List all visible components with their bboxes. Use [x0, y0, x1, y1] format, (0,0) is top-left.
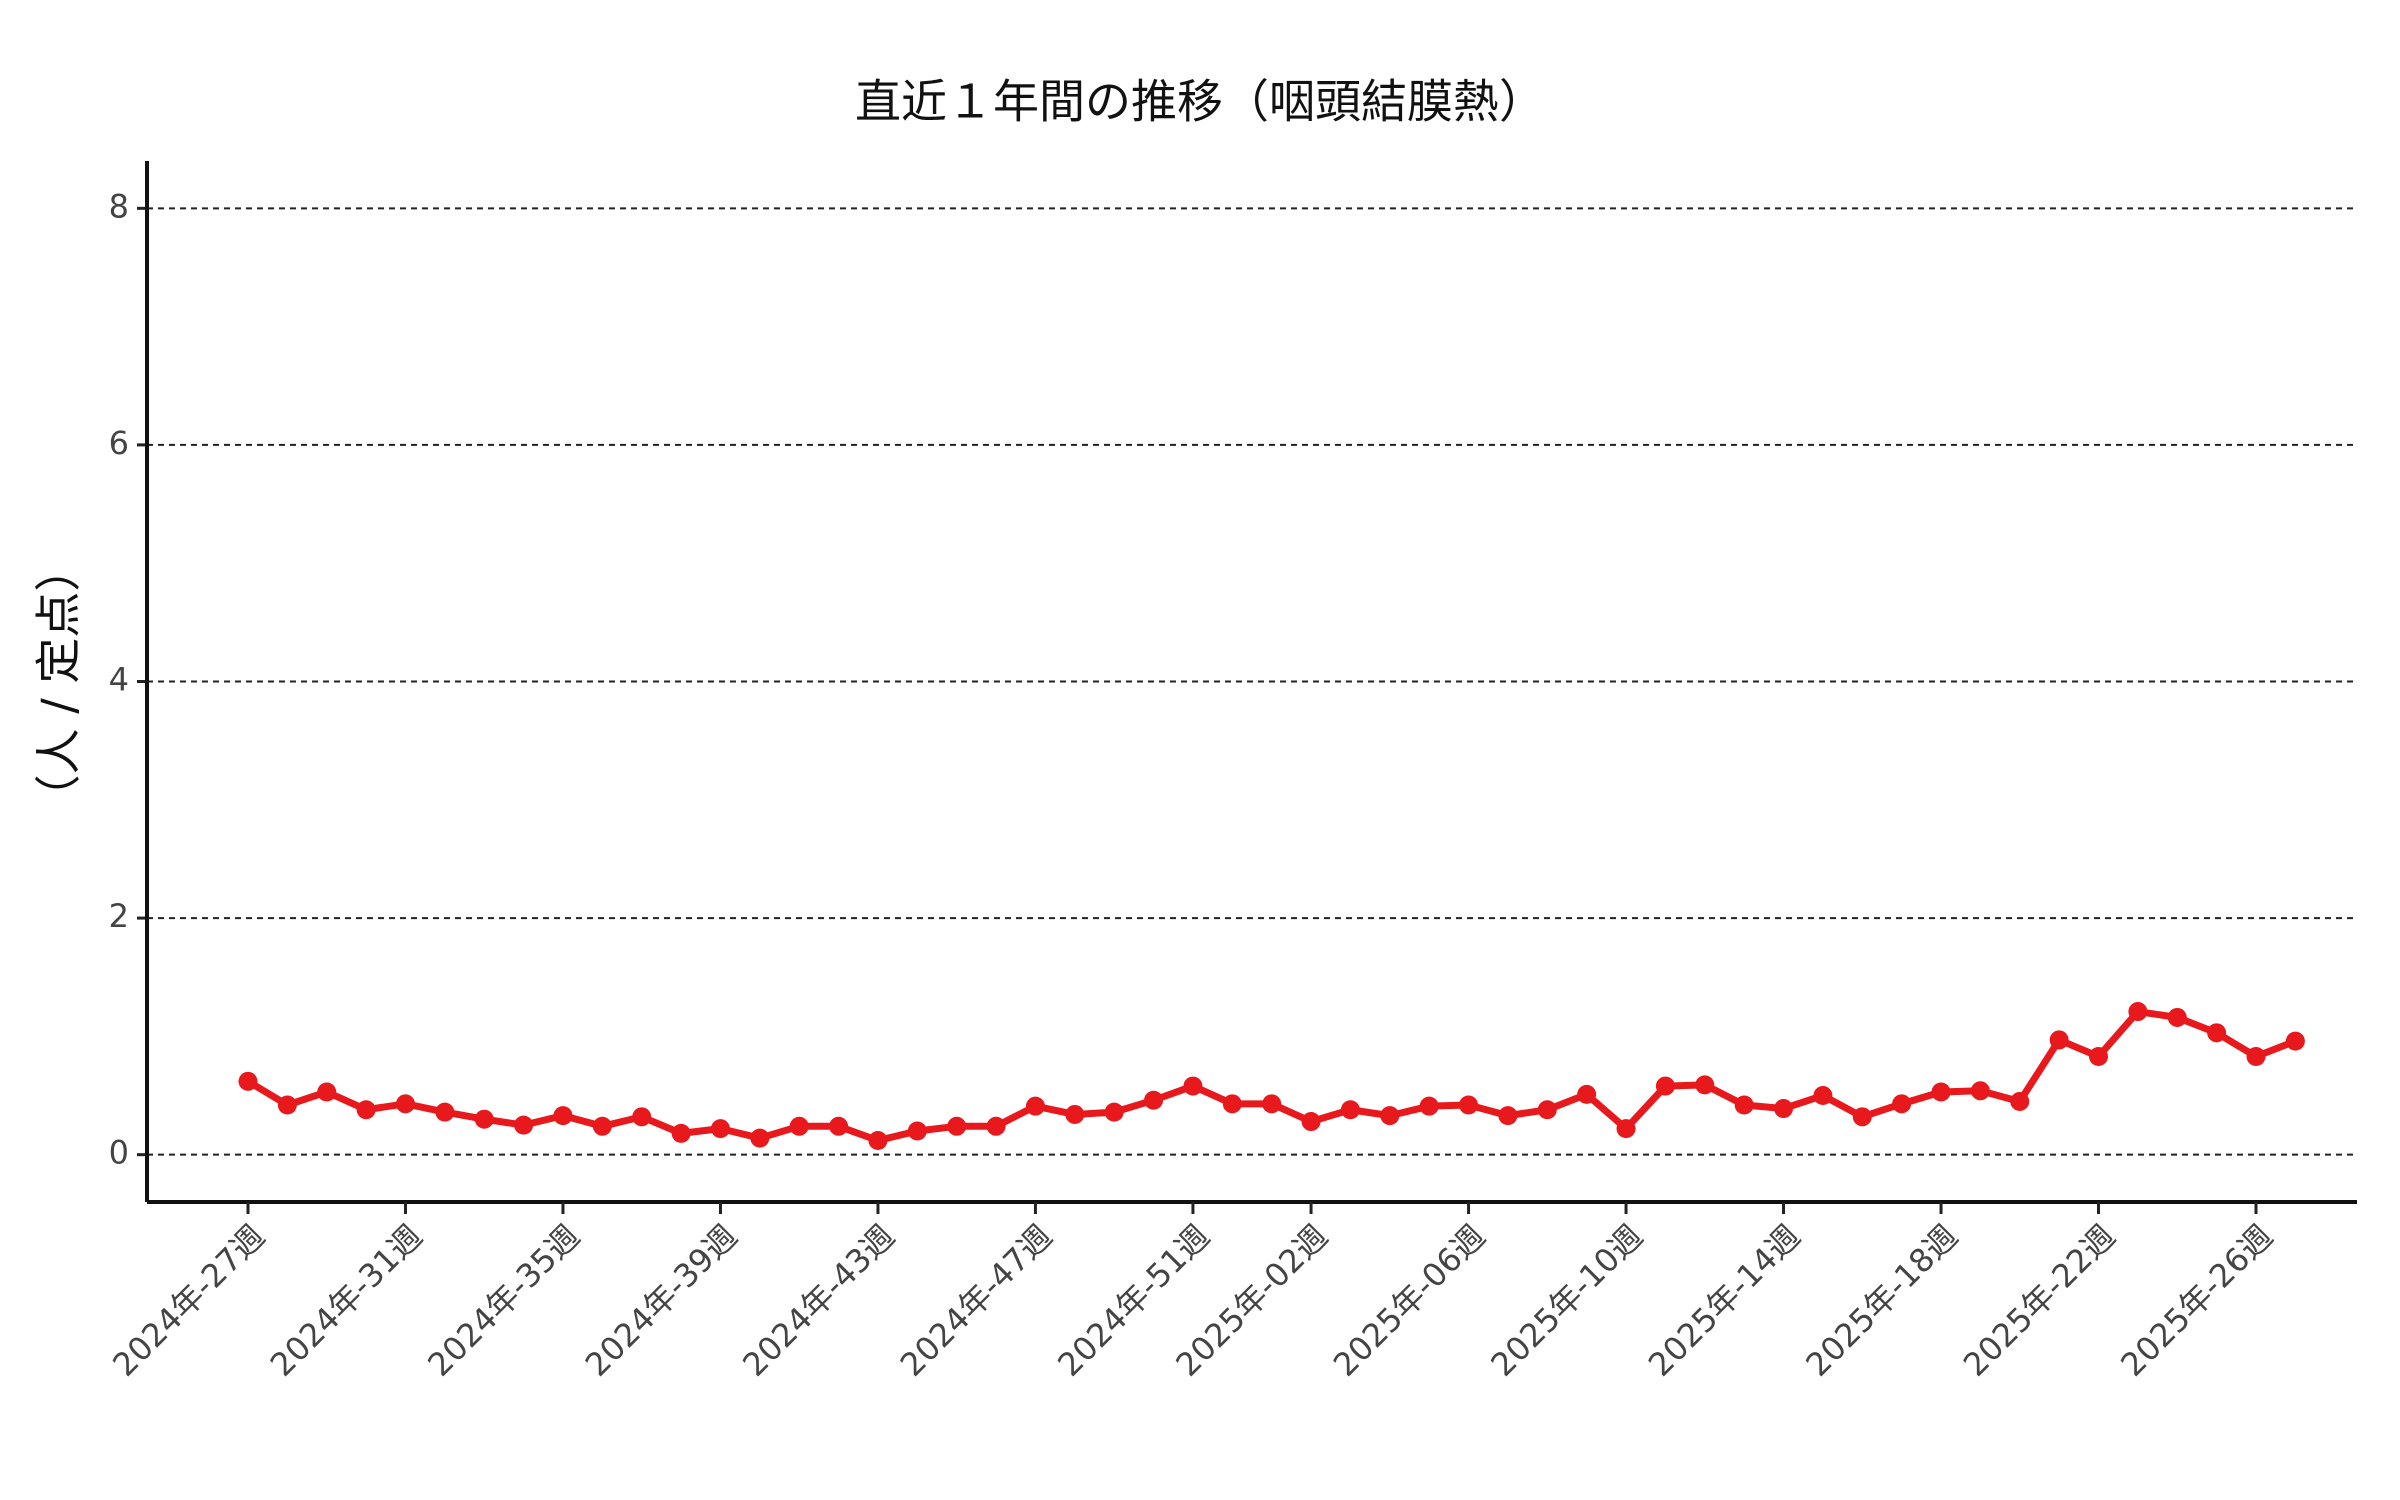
point: [1695, 1075, 1715, 1095]
point: [277, 1095, 297, 1115]
x-tick-label: 2025年-10週: [1483, 1217, 1650, 1384]
point: [1774, 1099, 1794, 1119]
point: [317, 1082, 337, 1102]
point: [947, 1116, 967, 1136]
point: [1222, 1094, 1242, 1114]
line: [246, 1008, 2297, 1144]
point: [1025, 1096, 1045, 1116]
point: [750, 1128, 770, 1148]
x-tick-label: 2024年-43週: [735, 1217, 902, 1384]
point: [395, 1094, 415, 1114]
point: [2089, 1046, 2109, 1066]
point: [1104, 1102, 1124, 1122]
x-tick-label: 2025年-22週: [1956, 1217, 2123, 1384]
point: [592, 1116, 612, 1136]
point: [1970, 1081, 1990, 1101]
point: [2010, 1091, 2030, 1111]
point: [1655, 1076, 1675, 1096]
x-tick-label: 2024年-39週: [578, 1217, 745, 1384]
y-tick-label: 2: [109, 897, 129, 935]
point: [2246, 1046, 2266, 1066]
point: [1301, 1112, 1321, 1132]
point: [1498, 1106, 1518, 1126]
point: [1892, 1094, 1912, 1114]
point: [907, 1121, 927, 1141]
point: [1183, 1076, 1203, 1096]
point: [1380, 1106, 1400, 1126]
point: [2167, 1007, 2187, 1027]
point: [1459, 1095, 1479, 1115]
point: [671, 1123, 691, 1143]
point: [1144, 1090, 1164, 1110]
point: [868, 1130, 888, 1150]
point: [632, 1107, 652, 1127]
x-tick-label: 2025年-18週: [1798, 1217, 1965, 1384]
point: [986, 1116, 1006, 1136]
x-tick-label: 2025年-26週: [2113, 1217, 2280, 1384]
point: [1813, 1086, 1833, 1106]
point: [2207, 1023, 2227, 1043]
point: [1577, 1084, 1597, 1104]
point: [1616, 1119, 1636, 1139]
x-tick-label: 2024年-35週: [420, 1217, 587, 1384]
point: [435, 1102, 455, 1122]
point: [1852, 1107, 1872, 1127]
point: [829, 1116, 849, 1136]
y-axis-label: （人 / 定点）: [32, 546, 86, 821]
point: [1537, 1100, 1557, 1120]
chart-title: 直近１年間の推移（咽頭結膜熱）: [855, 75, 1545, 129]
point: [514, 1115, 534, 1135]
point: [2128, 1002, 2148, 1022]
point: [1340, 1100, 1360, 1120]
point: [356, 1100, 376, 1120]
point: [238, 1071, 258, 1091]
point: [553, 1106, 573, 1126]
y-tick-label: 6: [109, 424, 129, 462]
y-tick-label: 8: [109, 187, 129, 225]
x-tick-label: 2024年-31週: [263, 1217, 430, 1384]
x-tick-label: 2025年-06週: [1326, 1217, 1493, 1384]
point: [789, 1116, 809, 1136]
point: [1262, 1094, 1282, 1114]
x-tick-label: 2025年-14週: [1641, 1217, 1808, 1384]
point: [2285, 1031, 2305, 1051]
x-tick-label: 2024年-47週: [893, 1217, 1060, 1384]
point: [1931, 1082, 1951, 1102]
point: [1065, 1104, 1085, 1124]
point: [710, 1119, 730, 1139]
y-tick-label: 0: [109, 1134, 129, 1172]
point: [2049, 1030, 2069, 1050]
point: [1734, 1095, 1754, 1115]
point: [474, 1109, 494, 1129]
point: [1419, 1096, 1439, 1116]
x-tick-label: 2024年-27週: [105, 1217, 272, 1384]
y-tick-label: 4: [109, 661, 129, 699]
